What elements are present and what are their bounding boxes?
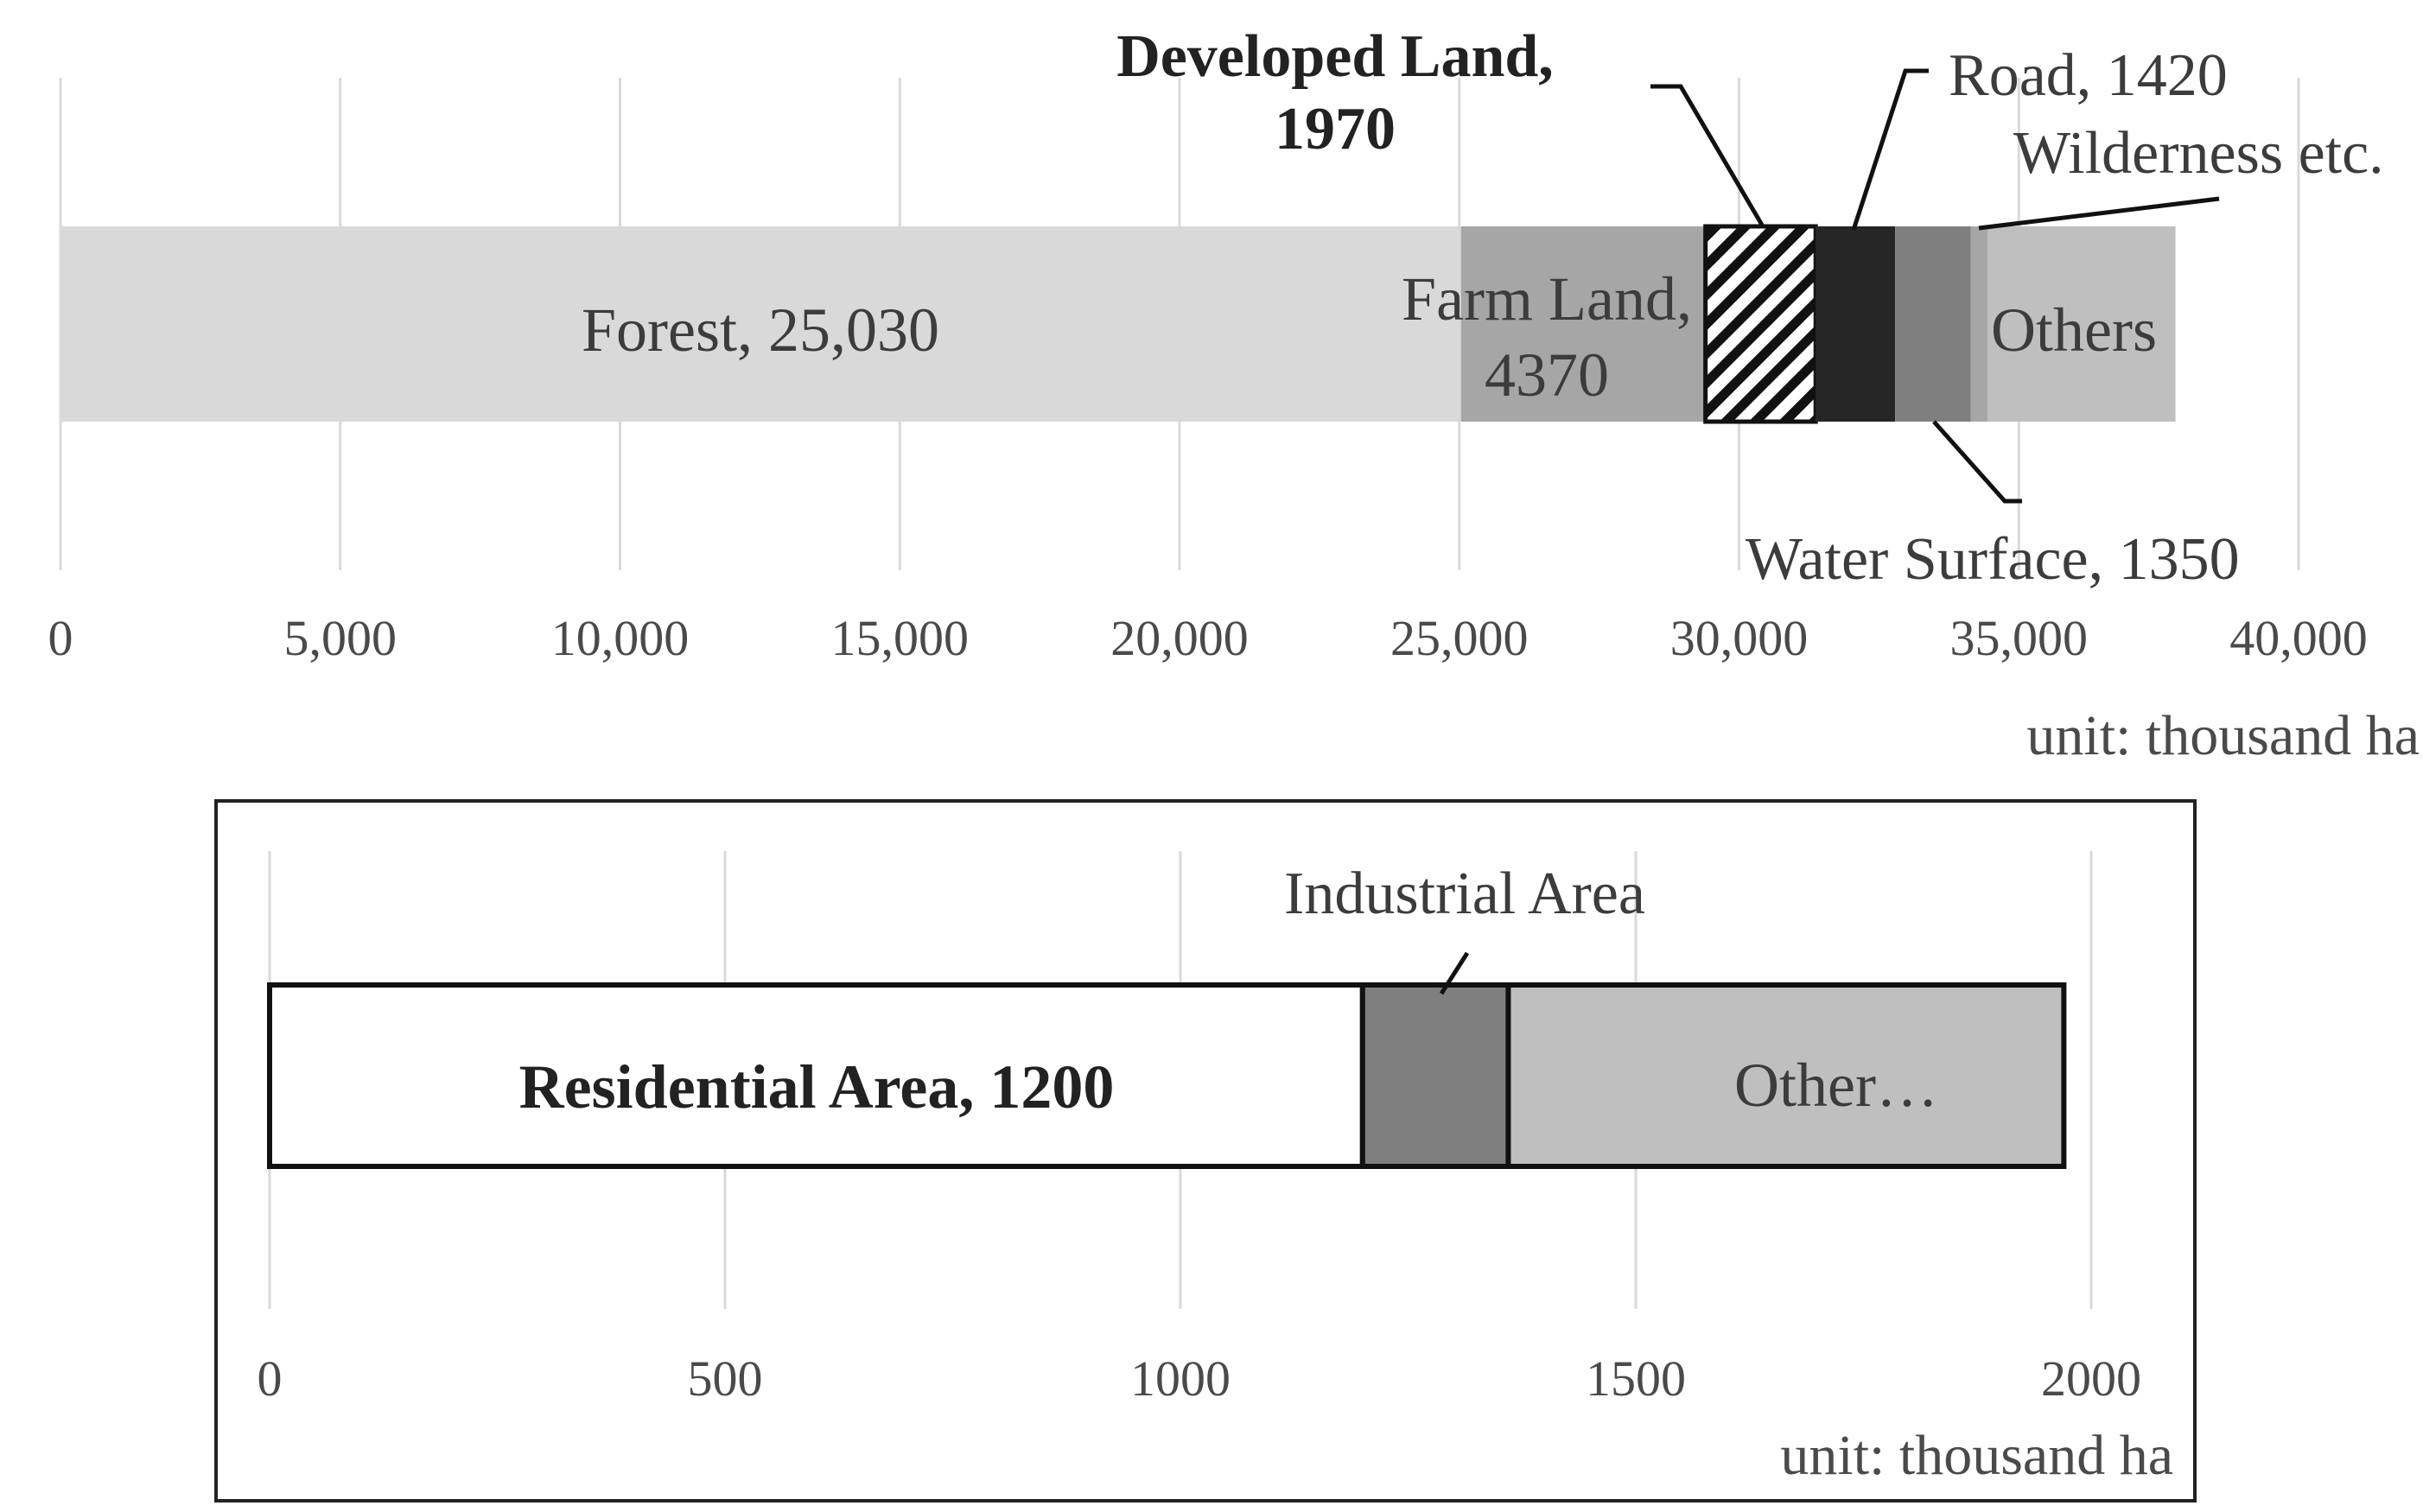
top-x-tick-label: 35,000 bbox=[1950, 610, 2089, 666]
other-label: Other… bbox=[1734, 1051, 1938, 1120]
bottom-x-tick-label: 1500 bbox=[1586, 1350, 1686, 1407]
top-bar-forest bbox=[60, 226, 1461, 422]
top-bar-others bbox=[1987, 226, 2176, 422]
bottom-bar-residential-area bbox=[267, 982, 1365, 1169]
others-label: Others bbox=[1991, 295, 2157, 365]
industrial-area-label: Industrial Area bbox=[1284, 861, 1645, 927]
bottom-x-tick-label: 500 bbox=[688, 1350, 763, 1407]
top-x-tick-label: 40,000 bbox=[2229, 610, 2368, 666]
land-use-overall-chart: 0 5,000 10,000 15,000 20,000 25,000 30,000 35,0… bbox=[48, 23, 2420, 767]
bottom-stacked-bar bbox=[267, 982, 2067, 1169]
farm-land-label-line1: Farm Land, bbox=[1402, 264, 1692, 334]
top-bar-wilderness-etc bbox=[1970, 226, 1987, 422]
developed-land-label-line2: 1970 bbox=[1275, 96, 1396, 162]
bottom-unit-label: unit: thousand ha bbox=[1780, 1424, 2173, 1487]
bottom-x-tick-label: 1000 bbox=[1130, 1350, 1231, 1407]
top-bar-water-surface bbox=[1895, 226, 1971, 422]
water-surface-leader-line bbox=[1932, 420, 2022, 504]
top-x-tick-label: 10,000 bbox=[551, 610, 690, 666]
top-bar-developed-land bbox=[1703, 224, 1818, 424]
top-x-tick-label: 20,000 bbox=[1110, 610, 1249, 666]
road-label: Road, 1420 bbox=[1949, 42, 2228, 109]
wilderness-leader-line bbox=[1978, 196, 2220, 231]
top-unit-label: unit: thousand ha bbox=[2026, 704, 2420, 767]
top-x-tick-labels: 0 5,000 10,000 15,000 20,000 25,000 30,000 35,0… bbox=[48, 610, 2368, 666]
top-x-tick-label: 15,000 bbox=[831, 610, 970, 666]
industrial-area-leader-line bbox=[1439, 951, 1470, 995]
forest-label: Forest, 25,030 bbox=[582, 295, 939, 365]
road-leader-line bbox=[1851, 68, 1929, 231]
top-x-tick-label: 30,000 bbox=[1670, 610, 1809, 666]
bottom-chart-frame bbox=[214, 799, 2197, 1502]
residential-area-label: Residential Area, 1200 bbox=[519, 1052, 1115, 1121]
top-bar-road bbox=[1816, 226, 1896, 422]
top-bar-farm-land bbox=[1460, 226, 1706, 422]
bottom-x-tick-labels: 0 500 1000 1500 2000 bbox=[258, 1350, 2142, 1407]
wilderness-label: Wilderness etc. bbox=[2013, 120, 2384, 187]
top-x-tick-label: 0 bbox=[48, 610, 73, 666]
bottom-x-tick-label: 0 bbox=[258, 1350, 283, 1407]
developed-land-label-line1: Developed Land, bbox=[1116, 23, 1554, 90]
top-stacked-bar bbox=[60, 224, 2176, 424]
bottom-x-tick-label: 2000 bbox=[2041, 1350, 2141, 1407]
water-surface-label: Water Surface, 1350 bbox=[1746, 526, 2240, 593]
bottom-bar-industrial-area bbox=[1359, 982, 1511, 1169]
developed-land-breakdown-chart: 0 500 1000 1500 2000 Residential Area, 1200 … bbox=[214, 799, 2197, 1502]
bottom-bar-other bbox=[1505, 982, 2067, 1169]
top-x-tick-label: 25,000 bbox=[1390, 610, 1529, 666]
developed-land-leader-line bbox=[1650, 84, 1765, 228]
top-x-tick-label: 5,000 bbox=[284, 610, 397, 666]
farm-land-label-line2: 4370 bbox=[1485, 340, 1609, 410]
